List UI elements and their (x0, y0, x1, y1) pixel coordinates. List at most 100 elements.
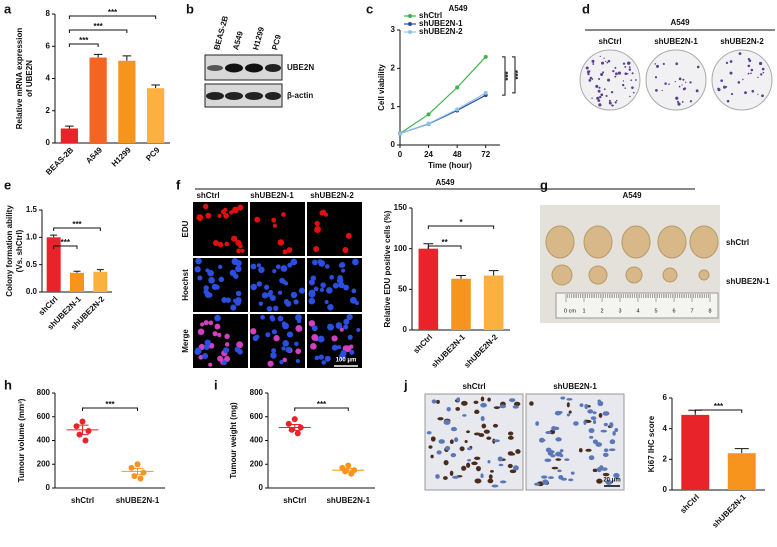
cell (498, 463, 504, 467)
cell (446, 406, 451, 412)
nucleus (230, 304, 237, 311)
cell (555, 458, 562, 461)
ruler-label: 3 (618, 308, 621, 314)
nucleus (295, 348, 302, 355)
cell (430, 436, 436, 442)
cell (508, 398, 516, 403)
nucleus (314, 220, 320, 227)
error-bar (65, 125, 74, 129)
y-tick-label: 200 (37, 459, 51, 468)
chart-title: A549 (448, 4, 468, 13)
cell (509, 469, 517, 474)
cell (612, 430, 616, 436)
colony-dot (624, 87, 626, 89)
cell (443, 419, 451, 425)
nucleus (296, 318, 302, 324)
significance-bracket (427, 225, 495, 229)
y-tick-label: 8 (46, 9, 51, 18)
band (225, 63, 243, 73)
colony-dot (631, 72, 634, 75)
y-axis-label: Ki67 IHC score (647, 415, 656, 472)
nucleus (277, 315, 284, 322)
nucleus (265, 332, 271, 338)
y-axis-label: (Vs. shCtrl) (15, 229, 24, 272)
cell (443, 459, 449, 466)
colony-dot (596, 96, 600, 100)
colony-dot (717, 87, 720, 91)
cell (602, 452, 609, 458)
nucleus (260, 315, 265, 320)
significance-bracket (502, 56, 506, 96)
tumour (689, 225, 719, 259)
cell (534, 482, 540, 486)
nucleus (224, 241, 230, 247)
colony-dot (589, 76, 593, 80)
colony-dot (585, 66, 589, 70)
x-tick-label: A549 (84, 145, 104, 165)
cell (555, 437, 562, 442)
nucleus (194, 347, 202, 355)
colony-dot (607, 59, 611, 63)
point (426, 112, 431, 117)
nucleus (232, 206, 239, 214)
nucleus (317, 335, 325, 343)
cell-line: A549 (622, 191, 642, 200)
cell (547, 476, 554, 480)
colony-dot (617, 71, 622, 75)
colony-dot (628, 66, 631, 68)
tumour (698, 269, 710, 281)
ruler-label: 2 (600, 308, 603, 314)
x-tick-label: BEAS-2B (44, 145, 75, 176)
colony-dot (624, 65, 627, 68)
colony-dot (627, 61, 631, 65)
cell (596, 467, 602, 473)
cell (584, 403, 589, 410)
colony-dot (608, 99, 611, 102)
significance-label: *** (317, 400, 327, 409)
x-axis-label: Time (hour) (428, 161, 472, 170)
colony-dot (591, 78, 594, 80)
cell (480, 402, 487, 408)
nucleus (229, 210, 234, 215)
colony-dot (612, 70, 615, 73)
cell (603, 448, 609, 453)
colony-dot (628, 68, 632, 71)
point (398, 131, 402, 136)
nucleus (313, 246, 320, 253)
cell (578, 448, 583, 453)
y-tick-label: 6 (663, 393, 668, 402)
nucleus (218, 264, 223, 269)
nucleus (346, 313, 353, 321)
nucleus (356, 327, 361, 333)
nucleus (273, 335, 280, 342)
ruler-label: 1 (582, 308, 585, 314)
y-tick-label: 50 (398, 284, 407, 293)
nucleus (284, 300, 289, 305)
y-axis-label: Tumour weight (mg) (229, 402, 238, 479)
nucleus (238, 243, 243, 249)
nucleus (235, 265, 242, 273)
cell (450, 453, 457, 458)
colony-dot (662, 62, 665, 66)
cell (466, 462, 471, 468)
x-tick-label: shUBE2N-1 (116, 496, 160, 505)
nucleus (331, 335, 338, 342)
colony-dot (631, 86, 634, 89)
cell (568, 410, 572, 414)
x-tick-label: shCtrl (71, 496, 94, 505)
nucleus (256, 281, 263, 287)
cell (554, 410, 562, 416)
tumour (657, 225, 687, 259)
significance-label: *** (108, 8, 118, 17)
cell (592, 411, 597, 415)
nucleus (340, 349, 347, 357)
cell (609, 422, 614, 428)
cell (588, 455, 595, 461)
error-bar (122, 55, 132, 61)
colony-dot (685, 81, 687, 83)
cell (444, 446, 451, 451)
colony-dot (761, 94, 764, 98)
nucleus (250, 328, 257, 335)
cell-line: A549 (670, 18, 690, 27)
nucleus (237, 204, 244, 211)
